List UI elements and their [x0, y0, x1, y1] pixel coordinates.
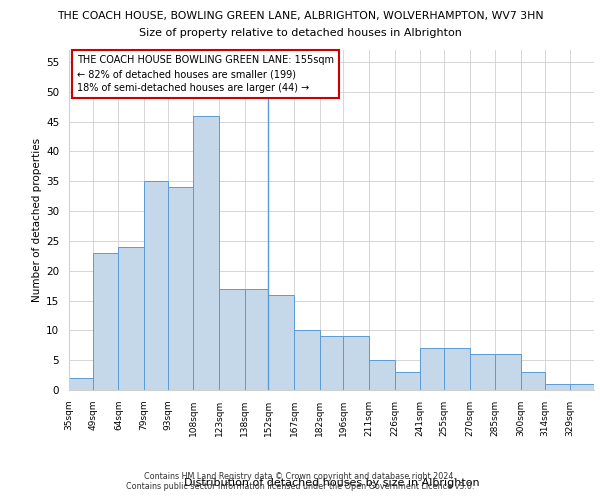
Bar — [369, 360, 395, 390]
Bar — [545, 384, 570, 390]
Bar — [343, 336, 369, 390]
Bar — [219, 288, 245, 390]
Bar — [495, 354, 521, 390]
Text: THE COACH HOUSE, BOWLING GREEN LANE, ALBRIGHTON, WOLVERHAMPTON, WV7 3HN: THE COACH HOUSE, BOWLING GREEN LANE, ALB… — [56, 12, 544, 22]
Bar — [470, 354, 495, 390]
Bar — [395, 372, 420, 390]
Bar — [168, 187, 193, 390]
Bar — [193, 116, 219, 390]
Bar — [570, 384, 594, 390]
Bar — [268, 294, 294, 390]
Bar — [69, 378, 93, 390]
Bar — [93, 253, 118, 390]
Bar — [320, 336, 343, 390]
Y-axis label: Number of detached properties: Number of detached properties — [32, 138, 42, 302]
Text: Size of property relative to detached houses in Albrighton: Size of property relative to detached ho… — [139, 28, 461, 38]
X-axis label: Distribution of detached houses by size in Albrighton: Distribution of detached houses by size … — [184, 478, 479, 488]
Bar — [420, 348, 444, 390]
Bar — [294, 330, 320, 390]
Bar — [245, 288, 268, 390]
Bar — [444, 348, 470, 390]
Bar — [118, 247, 144, 390]
Text: THE COACH HOUSE BOWLING GREEN LANE: 155sqm
← 82% of detached houses are smaller : THE COACH HOUSE BOWLING GREEN LANE: 155s… — [77, 55, 334, 93]
Text: Contains public sector information licensed under the Open Government Licence v3: Contains public sector information licen… — [126, 482, 474, 491]
Text: Contains HM Land Registry data © Crown copyright and database right 2024.: Contains HM Land Registry data © Crown c… — [144, 472, 456, 481]
Bar — [521, 372, 545, 390]
Bar — [144, 181, 168, 390]
